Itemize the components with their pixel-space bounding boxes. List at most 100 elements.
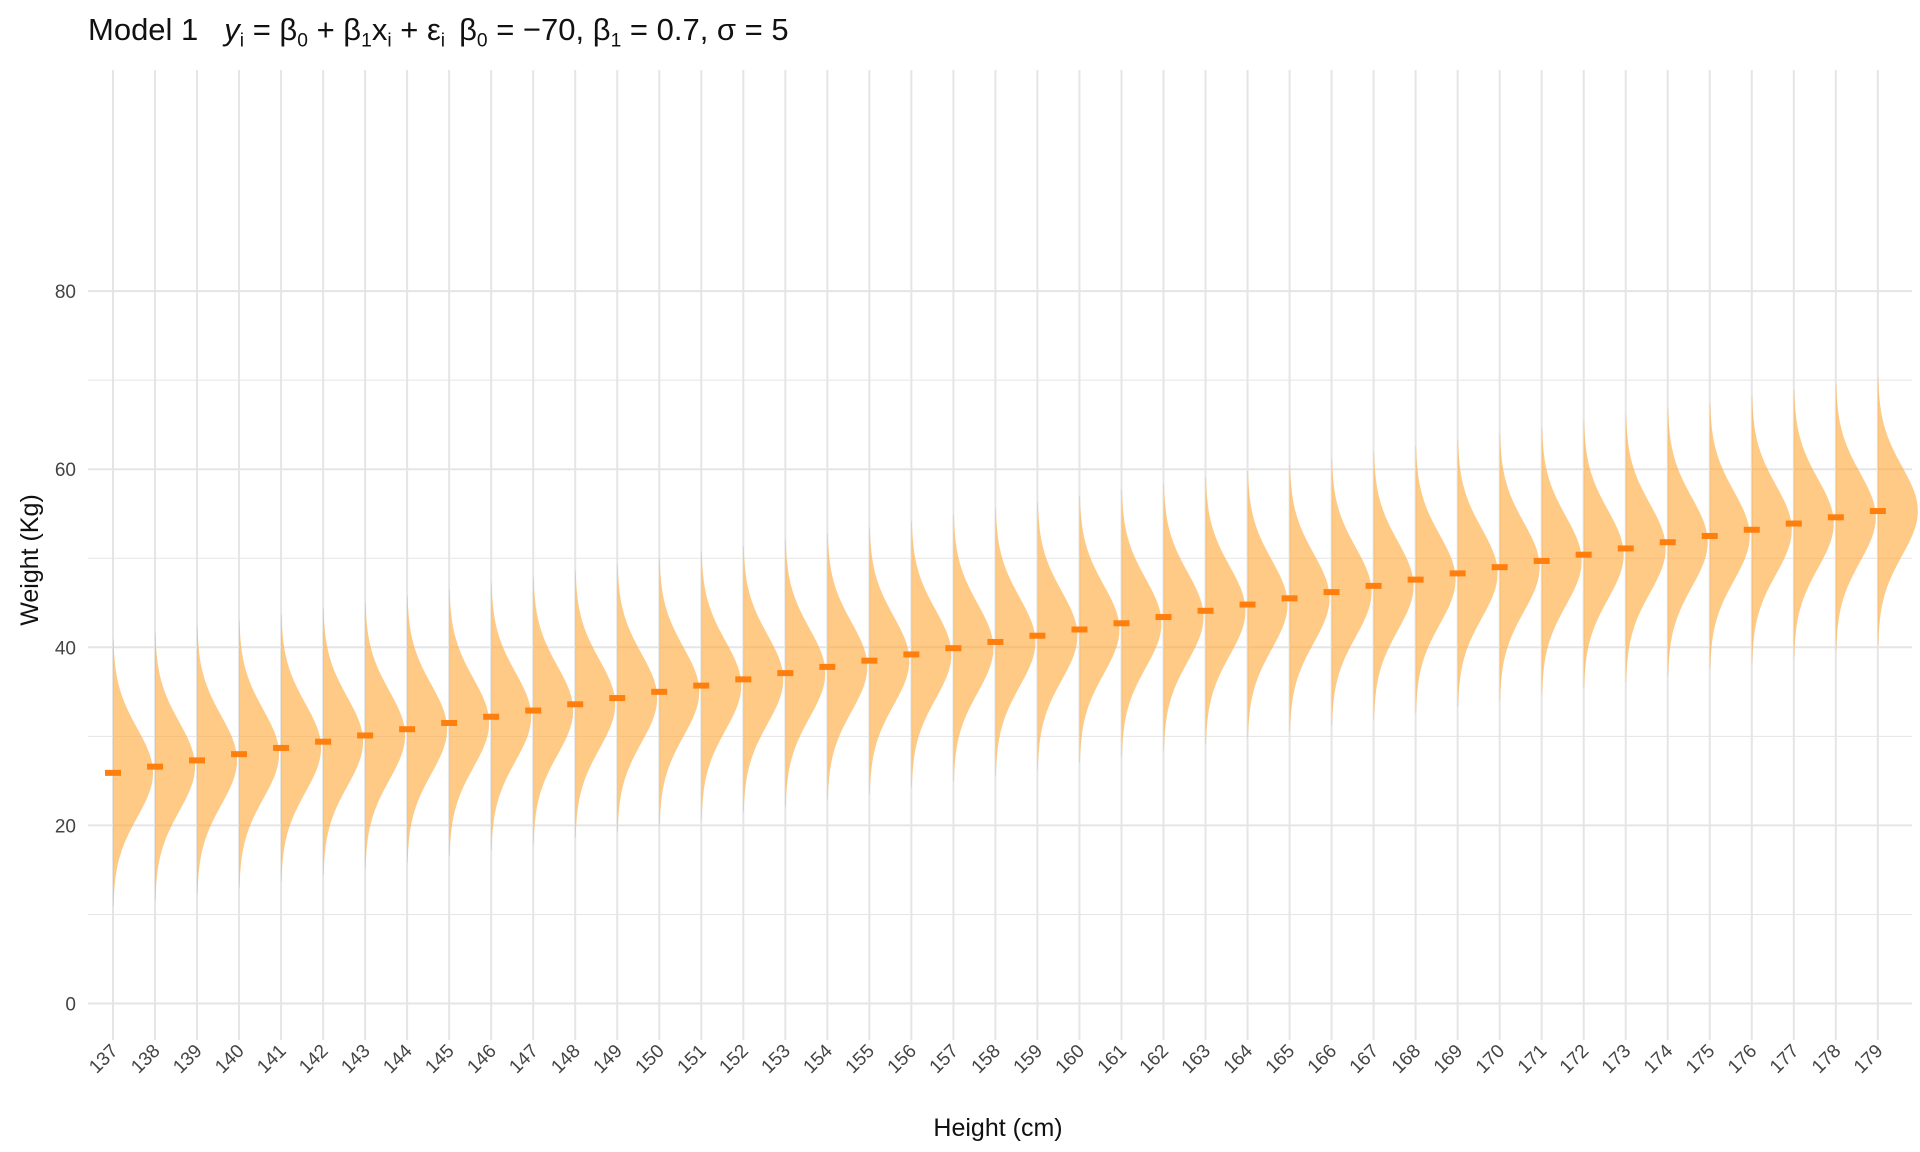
density-area-158: [995, 508, 1036, 776]
mean-marker-171: [1533, 557, 1550, 564]
x-tick-label: 149: [590, 1041, 627, 1078]
x-tick-label: 160: [1052, 1041, 1089, 1078]
x-tick-label: 177: [1766, 1041, 1803, 1078]
mean-marker-170: [1491, 564, 1508, 571]
mean-marker-175: [1701, 532, 1718, 539]
x-tick-label: 157: [926, 1041, 963, 1078]
density-area-148: [575, 570, 616, 838]
density-area-151: [701, 552, 742, 820]
density-area-163: [1205, 477, 1246, 745]
density-area-178: [1835, 383, 1876, 651]
density-area-171: [1541, 427, 1582, 695]
x-tick-label: 163: [1178, 1041, 1215, 1078]
mean-marker-147: [525, 707, 542, 714]
x-tick-label: 172: [1556, 1041, 1593, 1078]
density-area-147: [533, 576, 574, 845]
x-tick-label: 174: [1640, 1040, 1678, 1078]
density-area-167: [1373, 452, 1414, 720]
x-tick-label: 147: [505, 1041, 542, 1078]
density-area-146: [491, 583, 532, 851]
density-area-166: [1331, 458, 1372, 726]
mean-marker-164: [1239, 601, 1256, 608]
mean-marker-138: [147, 763, 164, 770]
mean-marker-144: [399, 726, 416, 733]
x-tick-label: 176: [1724, 1041, 1761, 1078]
mean-marker-154: [819, 663, 836, 670]
mean-marker-148: [567, 701, 584, 708]
x-tick-label: 146: [463, 1041, 500, 1078]
x-tick-label: 152: [716, 1041, 753, 1078]
x-tick-label: 158: [968, 1041, 1005, 1078]
density-area-164: [1247, 470, 1288, 739]
x-tick-label: 148: [547, 1041, 584, 1078]
density-area-160: [1079, 495, 1120, 764]
y-axis-title: Weight (Kg): [16, 494, 44, 626]
sigma-param: σ = 5: [716, 12, 789, 47]
equation: yi = β0 + β1xi + εi: [224, 12, 446, 52]
mean-marker-139: [189, 757, 206, 764]
density-area-141: [281, 614, 322, 882]
y-tick-label: 20: [55, 816, 76, 837]
mean-marker-167: [1365, 582, 1382, 589]
x-tick-label: 142: [295, 1041, 332, 1078]
x-tick-label: 170: [1472, 1041, 1509, 1078]
x-tick-label: 139: [169, 1041, 206, 1078]
mean-marker-158: [987, 638, 1004, 645]
y-tick-label: 40: [55, 638, 76, 659]
density-area-144: [407, 595, 448, 863]
x-tick-label: 153: [758, 1041, 795, 1078]
mean-marker-137: [105, 769, 121, 776]
x-tick-label: 173: [1598, 1041, 1635, 1078]
y-tick-labels: 0 20 40 60 80: [55, 282, 76, 1015]
x-tick-label: 141: [253, 1041, 290, 1078]
mean-markers: [105, 508, 1886, 776]
density-area-162: [1163, 483, 1204, 751]
density-area-172: [1583, 421, 1624, 689]
x-tick-label: 168: [1388, 1041, 1425, 1078]
mean-marker-149: [609, 695, 626, 702]
mean-marker-160: [1071, 626, 1088, 633]
density-area-139: [197, 626, 238, 894]
mean-marker-157: [945, 645, 962, 652]
density-area-173: [1625, 414, 1666, 683]
x-tick-label: 145: [421, 1041, 458, 1078]
density-area-157: [953, 514, 994, 782]
mean-marker-161: [1113, 620, 1130, 627]
density-area-137: [113, 639, 153, 907]
density-area-155: [869, 527, 910, 795]
density-area-145: [449, 589, 490, 857]
mean-marker-150: [651, 688, 668, 695]
density-area-142: [323, 608, 364, 876]
x-tick-label: 175: [1682, 1041, 1719, 1078]
x-tick-label: 159: [1010, 1041, 1047, 1078]
density-area-179: [1877, 377, 1918, 645]
mean-marker-172: [1575, 551, 1592, 558]
mean-marker-159: [1029, 632, 1046, 639]
mean-marker-177: [1785, 520, 1802, 527]
mean-marker-162: [1155, 614, 1172, 621]
mean-marker-179: [1869, 508, 1886, 515]
x-tick-label: 143: [337, 1041, 374, 1078]
x-tick-label: 155: [842, 1041, 879, 1078]
mean-marker-146: [483, 713, 500, 720]
x-tick-label: 165: [1262, 1041, 1299, 1078]
density-area-169: [1457, 439, 1498, 707]
model-label: Model 1: [88, 12, 199, 47]
x-tick-label: 166: [1304, 1041, 1341, 1078]
density-area-159: [1037, 502, 1078, 770]
density-area-165: [1289, 464, 1330, 732]
x-tick-label: 169: [1430, 1041, 1467, 1078]
mean-marker-142: [315, 738, 332, 745]
density-area-150: [659, 558, 700, 826]
x-tick-label: 167: [1346, 1041, 1383, 1078]
mean-marker-156: [903, 651, 920, 658]
mean-marker-151: [693, 682, 710, 689]
x-tick-label: 154: [800, 1040, 838, 1078]
density-area-153: [785, 539, 826, 807]
density-area-168: [1415, 446, 1456, 714]
x-tick-label: 179: [1850, 1041, 1887, 1078]
mean-marker-152: [735, 676, 752, 683]
density-curves: [113, 377, 1918, 907]
chart-title: Model 1 yi = β0 + β1xi + εi β0 = −70, β1 =…: [88, 12, 789, 53]
